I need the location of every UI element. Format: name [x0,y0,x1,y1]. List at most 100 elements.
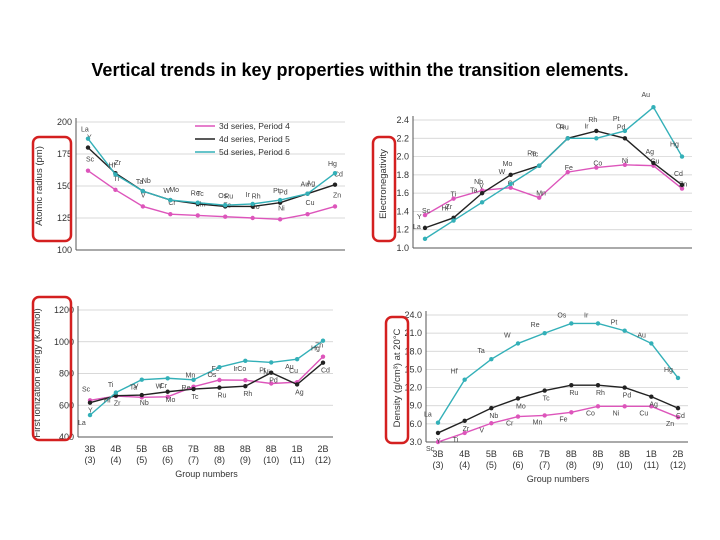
x-tick-label: 2B [672,449,683,459]
x-tick-sublabel: (9) [593,460,604,470]
data-point [675,405,681,411]
element-label: Mo [166,397,176,404]
x-tick-sublabel: (6) [513,460,524,470]
data-point [435,420,441,425]
data-point [675,415,681,420]
element-label: Cr [168,200,176,207]
element-label: Ta [136,179,144,186]
data-point [305,191,310,196]
y-axis-highlight [371,135,397,243]
data-point [113,390,119,395]
element-label: Ti [451,192,457,199]
x-tick-sublabel: (11) [289,455,304,465]
data-point [113,393,119,398]
element-label: Rh [243,391,252,398]
x-tick-label: 5B [136,444,147,454]
element-label: Ru [569,390,578,397]
element-label: V [479,427,484,434]
legend-entry: 4d series, Period 5 [219,134,290,144]
page-title: Vertical trends in key properties within… [91,60,629,80]
element-label: Pd [617,124,626,131]
data-point [622,385,627,390]
data-point [165,389,170,394]
data-point [515,414,521,419]
x-tick-sublabel: (5) [136,455,147,465]
x-tick-sublabel: (6) [162,455,173,465]
element-label: La [413,224,421,231]
element-label: Zr [114,401,121,408]
element-label: Ti [108,382,114,389]
data-point [675,375,681,381]
y-tick-label: 24.0 [404,310,422,320]
y-tick-label: 175 [57,149,72,159]
y-axis-highlight [384,315,410,445]
element-label: Tc [197,191,205,198]
series-line [89,362,324,404]
element-label: Ru [217,393,226,400]
element-label: Ir [584,123,589,130]
x-tick-sublabel: (4) [110,455,121,465]
element-label: Hg [328,161,337,168]
element-label: Os [556,123,565,130]
series-line [89,340,324,416]
chart-radius: 100 125 150 175 200 Atomic radius (pm) Sc Ti V Cr… [31,117,345,255]
element-label: Co [237,366,246,373]
y-tick-label: 400 [59,432,74,442]
x-tick-sublabel: (10) [617,460,633,470]
data-point [269,370,274,375]
element-label: Co [586,410,595,417]
element-label: Ag [307,181,316,188]
data-point [515,341,521,346]
element-label: Cu [306,200,315,207]
element-label: Ru [560,124,569,131]
data-point [649,404,654,409]
x-tick-label: 6B [162,444,173,454]
data-point [140,204,146,209]
data-point [542,330,547,336]
y-tick-label: 1200 [54,305,74,315]
data-point [489,356,494,362]
data-point [332,204,338,209]
data-point [305,211,310,217]
data-point [165,394,170,400]
y-tick-label: 15.0 [404,364,422,374]
chart-electronegativity: 1.0 1.2 1.4 1.6 1.8 2.0 2.2 2.4 Electronegativit… [371,92,692,253]
element-label: Hf [451,369,458,376]
element-label: Y [436,438,441,445]
data-point [489,405,494,411]
element-label: W [156,383,163,390]
element-label: Rh [588,117,597,124]
element-label: V [479,183,484,190]
element-label: Ni [613,410,620,417]
data-point [508,185,513,190]
x-tick-sublabel: (9) [240,455,251,465]
element-label: Re [527,151,536,158]
data-point [435,439,441,445]
y-tick-label: 6.0 [409,419,422,429]
element-label: Ta [477,348,485,355]
data-point [140,188,146,194]
x-tick-sublabel: (7) [539,460,550,470]
y-tick-label: 200 [57,117,72,127]
y-axis-label: Electronegativity [378,149,389,219]
x-tick-sublabel: (12) [315,455,331,465]
element-label: Re [531,322,540,329]
data-point [489,421,494,426]
data-point [595,321,601,326]
element-label: Mn [533,419,543,426]
data-point [85,145,91,150]
data-point [435,430,441,436]
data-point [277,217,283,222]
data-point [168,211,173,217]
y-tick-label: 2.4 [396,115,409,125]
data-point [269,360,274,365]
y-axis-highlight [31,295,73,442]
data-point [622,128,628,134]
element-label: Zn [333,192,341,199]
data-point [422,212,428,218]
element-label: Co [251,204,260,211]
legend-entry: 3d series, Period 4 [219,121,290,131]
element-label: Ir [246,192,251,199]
x-axis-label: Group numbers [175,469,238,479]
